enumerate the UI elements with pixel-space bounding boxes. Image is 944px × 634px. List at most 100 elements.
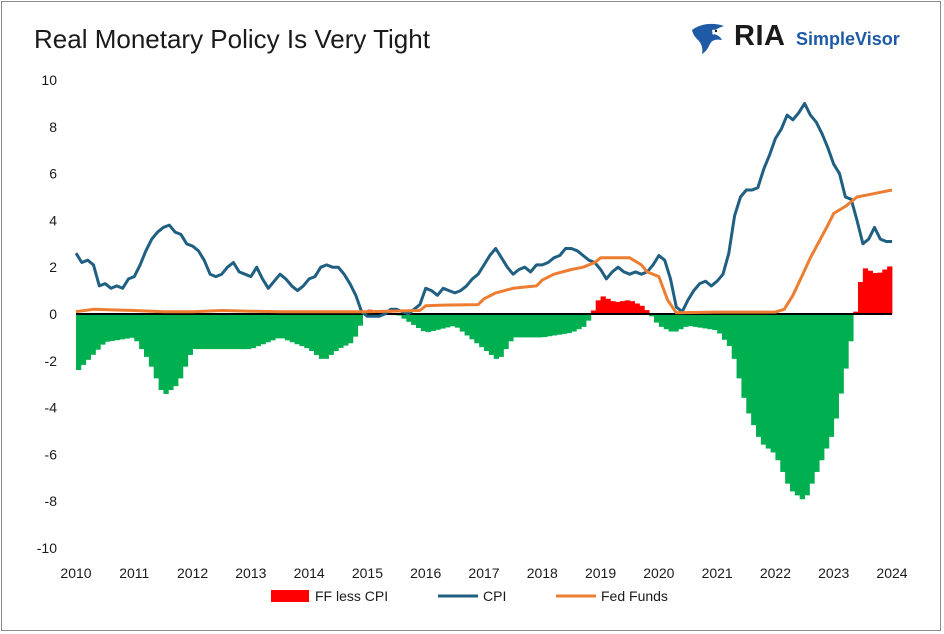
bar-ff-less-cpi	[95, 314, 101, 350]
x-tick-label: 2013	[235, 565, 266, 581]
bar-ff-less-cpi	[484, 314, 490, 352]
y-tick-label: 6	[49, 166, 57, 182]
bar-ff-less-cpi	[450, 314, 456, 327]
bar-ff-less-cpi	[775, 314, 781, 461]
bar-ff-less-cpi	[134, 314, 140, 342]
legend-label: Fed Funds	[601, 588, 668, 604]
bar-ff-less-cpi	[615, 301, 621, 314]
bar-ff-less-cpi	[513, 314, 519, 338]
bar-ff-less-cpi	[683, 314, 689, 327]
x-tick-label: 2021	[702, 565, 733, 581]
bar-ff-less-cpi	[882, 269, 888, 314]
bar-ff-less-cpi	[430, 314, 436, 331]
x-tick-label: 2024	[876, 565, 907, 581]
bar-ff-less-cpi	[765, 314, 771, 449]
bar-ff-less-cpi	[440, 314, 446, 329]
bar-ff-less-cpi	[542, 314, 548, 338]
legend: FF less CPI CPI Fed Funds	[271, 588, 668, 604]
bar-ff-less-cpi	[498, 314, 504, 357]
bar-ff-less-cpi	[250, 314, 257, 349]
bar-ff-less-cpi	[435, 314, 441, 330]
bar-ff-less-cpi	[600, 296, 606, 314]
bar-ff-less-cpi	[323, 314, 329, 359]
bar-ff-less-cpi	[639, 305, 645, 314]
x-tick-label: 2018	[527, 565, 558, 581]
bar-ff-less-cpi	[187, 314, 193, 355]
bar-ff-less-cpi	[314, 314, 320, 355]
bar-ff-less-cpi	[401, 314, 407, 319]
bar-ff-less-cpi	[158, 314, 164, 391]
bar-ff-less-cpi	[668, 314, 674, 332]
x-tick-label: 2010	[60, 565, 91, 581]
bar-ff-less-cpi	[853, 311, 859, 314]
bar-ff-less-cpi	[877, 272, 883, 314]
bar-ff-less-cpi	[809, 314, 815, 484]
bar-ff-less-cpi	[697, 314, 703, 328]
bar-ff-less-cpi	[464, 314, 470, 336]
x-tick-label: 2016	[410, 565, 441, 581]
x-tick-label: 2015	[352, 565, 383, 581]
bar-ff-less-cpi	[644, 310, 650, 314]
bar-ff-less-cpi	[688, 314, 694, 327]
bar-ff-less-cpi	[479, 314, 485, 348]
bar-ff-less-cpi	[406, 314, 412, 322]
bar-ff-less-cpi	[532, 314, 538, 338]
bar-ff-less-cpi	[770, 314, 776, 453]
bar-ff-less-cpi	[824, 314, 830, 449]
bar-ff-less-cpi	[654, 314, 660, 323]
bar-ff-less-cpi	[702, 314, 708, 329]
bar-ff-less-cpi	[508, 314, 514, 342]
y-tick-label: -6	[45, 446, 58, 462]
bar-ff-less-cpi	[114, 314, 121, 341]
bar-ff-less-cpi	[751, 314, 757, 426]
bar-ff-less-cpi	[605, 298, 611, 314]
bar-ff-less-cpi	[799, 314, 805, 500]
bar-ff-less-cpi	[289, 314, 295, 343]
bar-ff-less-cpi	[736, 314, 742, 379]
bar-ff-less-cpi	[338, 314, 344, 348]
bar-ff-less-cpi	[503, 314, 509, 350]
bar-ff-less-cpi	[469, 314, 475, 340]
bar-ff-less-cpi	[814, 314, 820, 472]
bar-ff-less-cpi	[566, 314, 572, 334]
y-tick-label: 0	[49, 306, 57, 322]
bar-ff-less-cpi	[474, 314, 480, 344]
bar-ff-less-cpi	[454, 314, 461, 328]
bar-ff-less-cpi	[236, 314, 242, 350]
bar-ff-less-cpi	[794, 314, 801, 496]
bar-ff-less-cpi	[260, 314, 266, 345]
x-tick-label: 2023	[818, 565, 849, 581]
x-tick-label: 2017	[468, 565, 499, 581]
bar-ff-less-cpi	[76, 314, 82, 370]
bar-ff-less-cpi	[663, 314, 669, 330]
bar-ff-less-cpi	[678, 314, 684, 330]
bar-ff-less-cpi	[265, 314, 271, 343]
bar-ff-less-cpi	[124, 314, 130, 339]
bar-ff-less-cpi	[168, 314, 174, 391]
x-tick-label: 2012	[177, 565, 208, 581]
line-cpi	[74, 101, 892, 318]
bar-ff-less-cpi	[420, 314, 427, 332]
bar-ff-less-cpi	[726, 314, 733, 346]
bar-ff-less-cpi	[595, 300, 601, 314]
bar-ff-less-cpi	[246, 314, 252, 350]
bar-ff-less-cpi	[858, 282, 864, 314]
y-tick-label: -4	[45, 400, 58, 416]
legend-label: CPI	[483, 588, 506, 604]
bar-ff-less-cpi	[212, 314, 218, 350]
line-series	[74, 101, 893, 318]
bar-ff-less-cpi	[221, 314, 227, 350]
bar-ff-less-cpi	[333, 314, 339, 352]
bar-ff-less-cpi	[459, 314, 465, 332]
bar-ff-less-cpi	[547, 314, 553, 337]
y-tick-label: 2	[49, 259, 57, 275]
bar-ff-less-cpi	[182, 314, 189, 367]
bar-ff-less-cpi	[255, 314, 261, 347]
bar-ff-less-cpi	[843, 314, 849, 369]
y-tick-label: -10	[37, 540, 57, 556]
bar-ff-less-cpi	[105, 314, 111, 342]
bar-ff-less-cpi	[153, 314, 159, 379]
bar-ff-less-cpi	[712, 314, 718, 330]
